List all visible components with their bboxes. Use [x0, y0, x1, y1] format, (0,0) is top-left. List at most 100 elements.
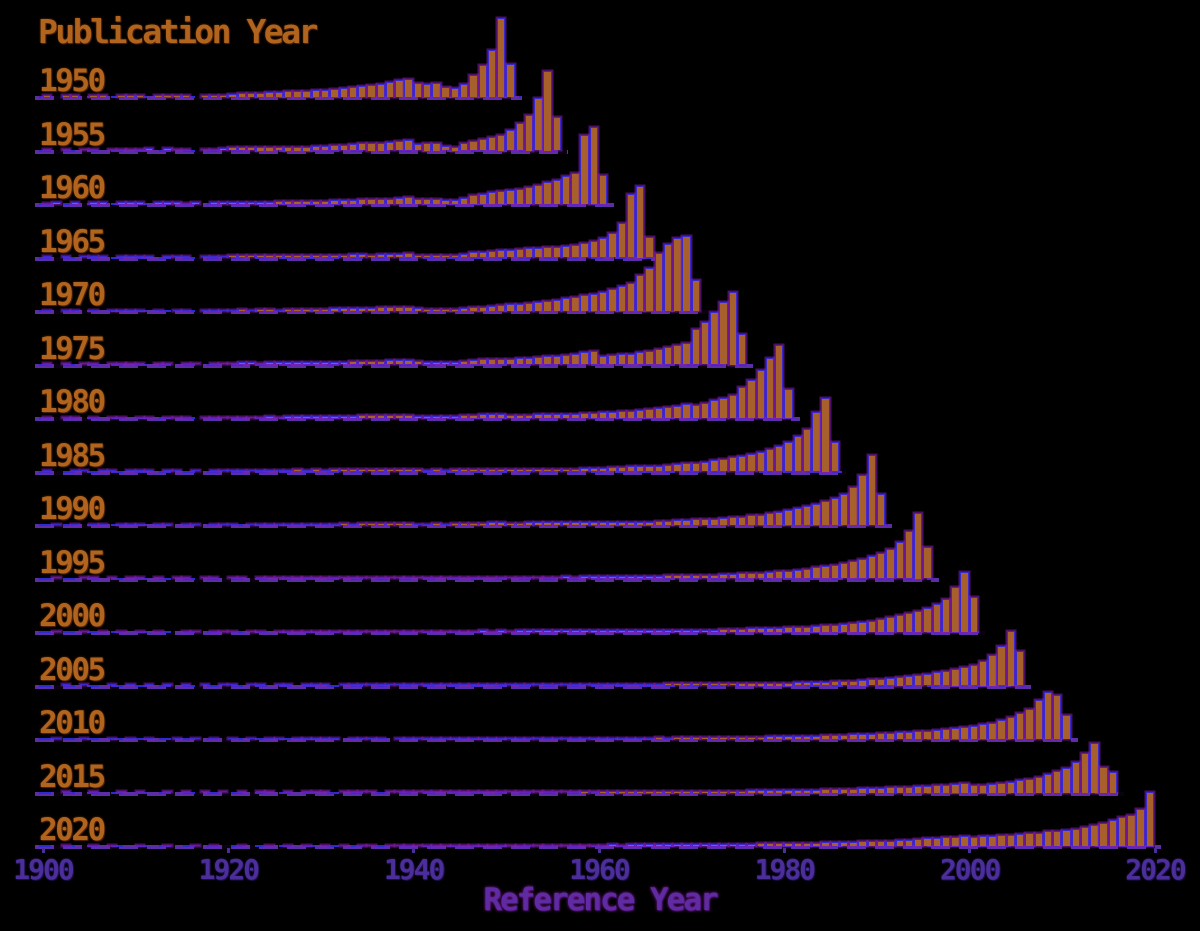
histogram-bar: [135, 148, 145, 151]
histogram-bar: [209, 363, 219, 365]
histogram-bar: [497, 737, 506, 739]
histogram-bar: [460, 469, 469, 472]
histogram-bar: [960, 726, 969, 739]
histogram-bar: [673, 683, 682, 686]
histogram-bar: [107, 309, 117, 311]
histogram-bar: [969, 597, 979, 632]
histogram-bar: [589, 240, 599, 258]
histogram-bar: [274, 309, 284, 311]
histogram-bar: [951, 727, 960, 739]
histogram-bar: [135, 363, 145, 365]
histogram-bar: [422, 577, 432, 579]
histogram-bar: [515, 791, 524, 793]
histogram-bar: [524, 114, 534, 151]
histogram-bar: [469, 360, 478, 365]
histogram-bar: [80, 684, 89, 686]
histogram-bar: [441, 255, 450, 258]
histogram-bar: [358, 522, 367, 525]
histogram-bar: [163, 844, 172, 846]
histogram-bar: [460, 630, 469, 632]
histogram-bar: [367, 791, 376, 793]
histogram-bar: [228, 737, 237, 739]
histogram-bar: [321, 684, 330, 686]
histogram-bar: [1053, 771, 1062, 793]
histogram-bar: [849, 734, 858, 739]
histogram-bar: [450, 255, 460, 258]
histogram-bar: [793, 435, 802, 472]
histogram-bar: [478, 630, 487, 632]
row-label-2015: 2015: [39, 758, 106, 795]
histogram-bar: [867, 455, 877, 525]
histogram-bar: [163, 202, 172, 204]
histogram-bar: [691, 683, 701, 686]
row-label-1965: 1965: [39, 223, 106, 260]
histogram-bar: [209, 577, 219, 579]
histogram-bar: [904, 613, 914, 632]
histogram-bar: [636, 521, 645, 525]
histogram-bar: [497, 468, 506, 472]
histogram-bar: [348, 684, 358, 686]
histogram-bar: [738, 333, 747, 365]
histogram-bar: [339, 88, 348, 97]
histogram-bar: [52, 523, 61, 525]
histogram-bar: [765, 513, 775, 525]
histogram-bar: [914, 786, 923, 793]
x-tick-label-1940: 1940: [383, 853, 445, 886]
histogram-bar: [432, 684, 441, 686]
histogram-bar: [867, 788, 877, 793]
histogram-bar: [404, 307, 413, 311]
histogram-bar: [645, 409, 654, 418]
histogram-bar: [691, 629, 701, 632]
histogram-bar: [654, 520, 663, 525]
histogram-bar: [469, 576, 478, 579]
histogram-bar: [580, 467, 589, 472]
histogram-bar: [710, 843, 719, 846]
histogram-bar: [561, 245, 571, 258]
histogram-bar: [904, 839, 914, 846]
histogram-bar: [478, 468, 487, 472]
histogram-bar: [339, 469, 348, 472]
histogram-bar: [904, 530, 914, 579]
histogram-bar: [413, 198, 423, 204]
histogram-bar: [126, 256, 135, 258]
histogram-bar: [682, 790, 691, 793]
histogram-bar: [43, 148, 52, 151]
histogram-bar: [302, 844, 311, 846]
histogram-bar: [626, 737, 636, 739]
histogram-bar: [117, 630, 126, 632]
histogram-bar: [376, 360, 385, 365]
histogram-bar: [710, 629, 719, 632]
histogram-bar: [515, 468, 524, 472]
histogram-bar: [895, 787, 904, 793]
histogram-bar: [163, 416, 172, 418]
histogram-bar: [413, 415, 423, 418]
histogram-bar: [710, 683, 719, 686]
histogram-bar: [515, 188, 524, 204]
histogram-bar: [265, 255, 274, 258]
histogram-bar: [960, 783, 969, 793]
histogram-bar: [376, 83, 385, 97]
histogram-bar: [182, 416, 191, 418]
histogram-bar: [858, 788, 867, 793]
histogram-bar: [385, 198, 395, 204]
histogram-bar: [561, 355, 571, 365]
histogram-bar: [561, 522, 571, 525]
histogram-bar: [209, 202, 219, 204]
histogram-bar: [348, 791, 358, 793]
histogram-bar: [1034, 700, 1043, 739]
histogram-bar: [506, 522, 515, 525]
histogram-bar: [858, 841, 867, 846]
histogram-bar: [561, 176, 571, 204]
histogram-bar: [552, 630, 562, 632]
histogram-bar: [144, 737, 154, 739]
histogram-bar: [422, 415, 432, 418]
histogram-bar: [849, 486, 858, 525]
histogram-bar: [571, 413, 580, 418]
histogram-bar: [61, 309, 70, 311]
histogram-bar: [617, 844, 626, 846]
histogram-bar: [441, 791, 450, 793]
histogram-bar: [422, 844, 432, 846]
histogram-bar: [552, 355, 562, 365]
histogram-bar: [237, 470, 246, 472]
histogram-bar: [1016, 650, 1025, 686]
